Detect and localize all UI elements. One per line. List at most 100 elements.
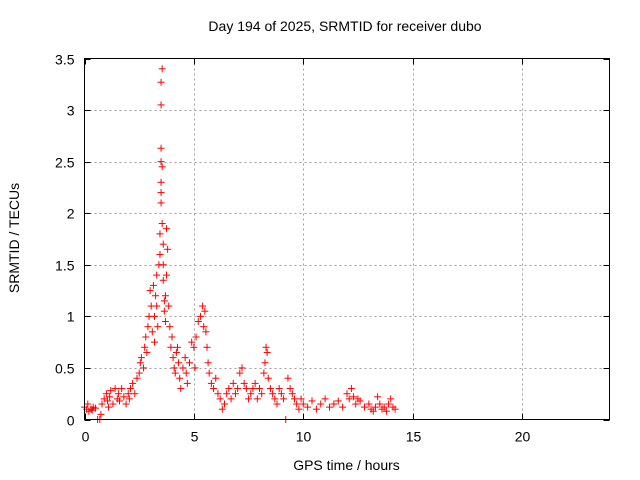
data-point [151,338,158,346]
data-point [175,359,183,367]
data-point [116,397,123,405]
data-point [205,369,213,377]
data-point [382,407,390,415]
data-point [91,404,99,412]
data-point [129,379,137,387]
data-point [380,403,388,411]
data-point [160,307,168,315]
data-point [321,395,329,403]
data-point [385,400,393,408]
data-point [141,343,149,351]
data-point [339,403,347,411]
data-point [371,403,379,411]
data-point [152,292,160,300]
data-point [203,343,211,351]
data-point [176,374,184,382]
data-point [256,385,263,393]
data-point [122,400,130,408]
data-point [159,276,167,284]
data-point [227,395,235,403]
data-point [225,385,233,393]
data-point [149,281,157,289]
data-point [190,343,198,351]
data-point [240,379,248,387]
data-point [263,348,271,356]
data-point [350,393,358,401]
data-point [125,395,133,403]
data-point [247,390,255,398]
data-point [106,393,114,401]
data-point [120,393,128,401]
data-point [103,397,111,405]
data-point [109,400,117,408]
grid-lines [84,58,610,420]
data-point [164,245,172,253]
data-point [177,385,185,393]
data-point [253,395,261,403]
y-tick-label: 3.5 [55,52,75,68]
data-point [153,271,161,279]
data-point [326,403,333,411]
data-point [202,328,210,336]
chart-title: Day 194 of 2025, SRMTID for receiver dub… [208,18,482,34]
data-point [97,410,105,418]
data-point [105,403,113,411]
data-point [157,144,165,152]
data-point [284,374,292,382]
y-tick-label: 3 [67,103,75,119]
data-point [118,385,126,393]
data-point [356,397,364,405]
x-axis-label: GPS time / hours [293,457,400,473]
data-point [269,390,277,398]
data-point [131,390,139,398]
data-point [192,333,200,341]
data-point [223,390,231,398]
data-point [245,395,253,403]
data-point [144,323,152,331]
data-points [81,65,399,423]
data-point [163,225,171,233]
data-point [231,390,239,398]
data-point [84,400,92,408]
y-tick-label: 2.5 [55,155,75,171]
data-point [361,403,368,411]
y-tick-label: 1 [67,309,75,325]
data-point [157,189,165,197]
data-point [275,385,283,393]
data-point [151,312,158,320]
data-point [391,405,399,413]
data-point [258,390,266,398]
data-point [218,405,226,413]
data-point [136,359,144,367]
data-point [308,397,316,405]
data-point [334,397,342,405]
data-point [238,364,246,372]
y-tick-label: 0.5 [55,361,75,377]
y-tick-label: 2 [67,206,75,222]
data-point [143,348,151,356]
data-point [365,400,373,408]
data-point [293,400,301,408]
data-point [214,390,222,398]
data-point [179,364,187,372]
data-point [111,385,119,393]
data-point [312,405,320,413]
data-point [260,369,268,377]
data-point [157,101,165,109]
x-tick-label: 15 [406,429,422,445]
data-point [204,359,212,367]
data-point [273,400,281,408]
data-point [347,385,355,393]
x-tick-label: 5 [191,429,199,445]
data-point [330,400,338,408]
data-point [266,385,274,393]
data-point [170,364,178,372]
data-point [157,158,165,166]
data-point [159,240,167,248]
data-point [182,369,190,377]
data-point [165,302,173,310]
data-point [304,403,312,411]
data-point [163,271,171,279]
axis-ticks: 0 5 10 15 20 0 0.5 1 1.5 2 2.5 3 3.5 [55,52,610,445]
